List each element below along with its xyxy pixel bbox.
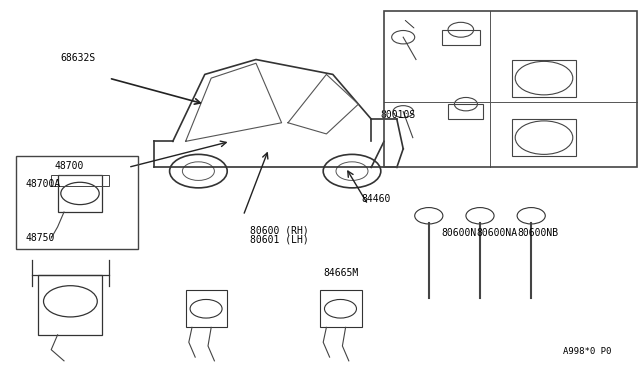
Bar bbox=[512, 60, 576, 97]
Text: 80600 (RH): 80600 (RH) bbox=[250, 226, 308, 235]
Text: 80600NA: 80600NA bbox=[477, 228, 518, 237]
Bar bbox=[448, 104, 483, 119]
Bar bbox=[384, 11, 637, 167]
Bar bbox=[16, 156, 138, 249]
Text: 84665M: 84665M bbox=[323, 269, 358, 278]
Bar bbox=[58, 175, 102, 212]
Bar bbox=[320, 290, 362, 327]
Text: 48700: 48700 bbox=[54, 161, 84, 170]
Bar bbox=[442, 30, 480, 45]
Bar bbox=[38, 275, 102, 335]
Bar bbox=[186, 290, 227, 327]
Bar bbox=[512, 119, 576, 156]
Text: 80600NB: 80600NB bbox=[517, 228, 558, 237]
Bar bbox=[51, 175, 109, 186]
Text: 84460: 84460 bbox=[362, 194, 391, 204]
Text: 80600N: 80600N bbox=[442, 228, 477, 237]
Text: 80601 (LH): 80601 (LH) bbox=[250, 235, 308, 245]
Text: 68632S: 68632S bbox=[61, 53, 96, 62]
Text: A998*0 P0: A998*0 P0 bbox=[563, 347, 612, 356]
Text: 48700A: 48700A bbox=[26, 179, 61, 189]
Text: 80010S: 80010S bbox=[381, 110, 416, 120]
Text: 48750: 48750 bbox=[26, 233, 55, 243]
